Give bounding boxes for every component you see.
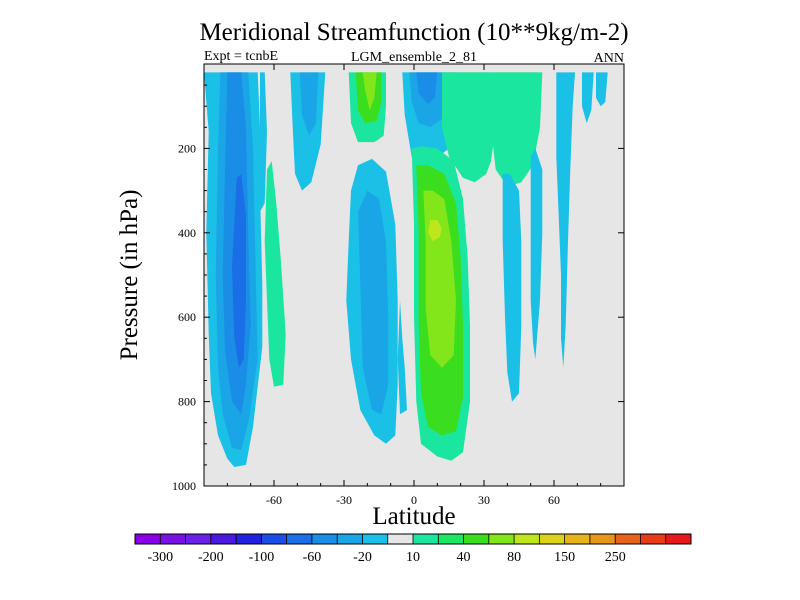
colorbar-swatch [286,534,313,544]
colorbar-label: 150 [554,550,575,565]
colorbar-swatch [236,534,262,544]
y-tick-label: 400 [178,226,196,240]
x-tick-label: -30 [336,493,352,507]
contour-sh-tropics-blue-2 [358,190,389,415]
colorbar-swatch [261,534,287,544]
contour-sh-band-south-60-green [264,161,286,387]
y-tick-label: 200 [178,141,196,155]
x-tick-label: 0 [411,493,417,507]
y-tick-label: 1000 [172,479,196,493]
ensemble-label: LGM_ensemble_2_81 [351,50,477,65]
colorbar-frame [134,533,692,545]
colorbar-swatch [640,534,667,544]
colorbar-label: 250 [605,550,626,565]
contour-nh-midlat-blue [502,173,522,402]
contour-sh-band-south-60 [260,72,267,212]
experiment-label: Expt = tcnbE [204,49,278,64]
colorbar-label: -20 [353,550,372,565]
y-tick-label: 600 [178,310,196,324]
contour-nh-75-blue [582,72,594,124]
colorbar-swatch [665,534,692,544]
colorbar-swatch [337,534,363,544]
colorbar-label: -300 [147,550,173,565]
colorbar-swatch [413,534,439,544]
y-tick-label: 800 [178,395,196,409]
colorbar-label: 40 [457,550,471,565]
colorbar-label: 10 [406,550,420,565]
contour-sh-subtrop-green-3 [362,72,377,111]
colorbar-swatch [185,534,212,544]
colorbar-swatch [488,534,515,544]
plot-area: -60 -30 0 30 60 200 400 600 800 1000 [172,63,625,507]
colorbar-swatch [135,534,161,544]
contour-nh-40-blue [530,148,543,360]
colorbar-label: -60 [303,550,322,565]
colorbar-swatch [362,534,389,544]
colorbar-swatch [160,534,186,544]
contour-sh-band-40s-inner [299,72,319,136]
contour-nh-midlat-green-outer [491,72,543,187]
contour-nh-upper-blue-3 [416,72,438,105]
colorbar-label: -100 [249,550,275,565]
contour-nh-60-blue [556,72,575,368]
colorbar-swatch [210,534,237,544]
y-axis-label: Pressure (in hPa) [116,190,143,361]
colorbar-swatch [539,534,565,544]
x-tick-label: 30 [478,493,490,507]
colorbar-swatch [615,534,641,544]
x-tick-label: 60 [548,493,560,507]
colorbar-label: 80 [507,550,521,565]
x-tick-label: -60 [266,493,282,507]
x-axis-label: Latitude [372,503,455,530]
contour-sh-cell-level-4 [232,173,246,368]
colorbar-swatch [311,534,338,544]
contour-nh-polar-blue-edge [596,72,608,107]
colorbar-swatch [514,534,540,544]
colorbar-label: -200 [198,550,224,565]
colorbar-swatch [387,534,414,544]
contour-nh-upper-green-outer [442,72,498,183]
colorbar-swatch [564,534,591,544]
chart-title: Meridional Streamfunction (10**9kg/m-2) [199,19,628,46]
colorbar: -300 -200 -100 -60 -20 10 40 80 150 250 [134,533,692,565]
colorbar-swatch [589,534,616,544]
contour-eq-thin-blue [397,300,407,415]
contour-nh-tropics-yellow [428,220,442,242]
colorbar-swatch [438,534,464,544]
season-label: ANN [594,51,624,66]
colorbar-swatch [463,534,490,544]
